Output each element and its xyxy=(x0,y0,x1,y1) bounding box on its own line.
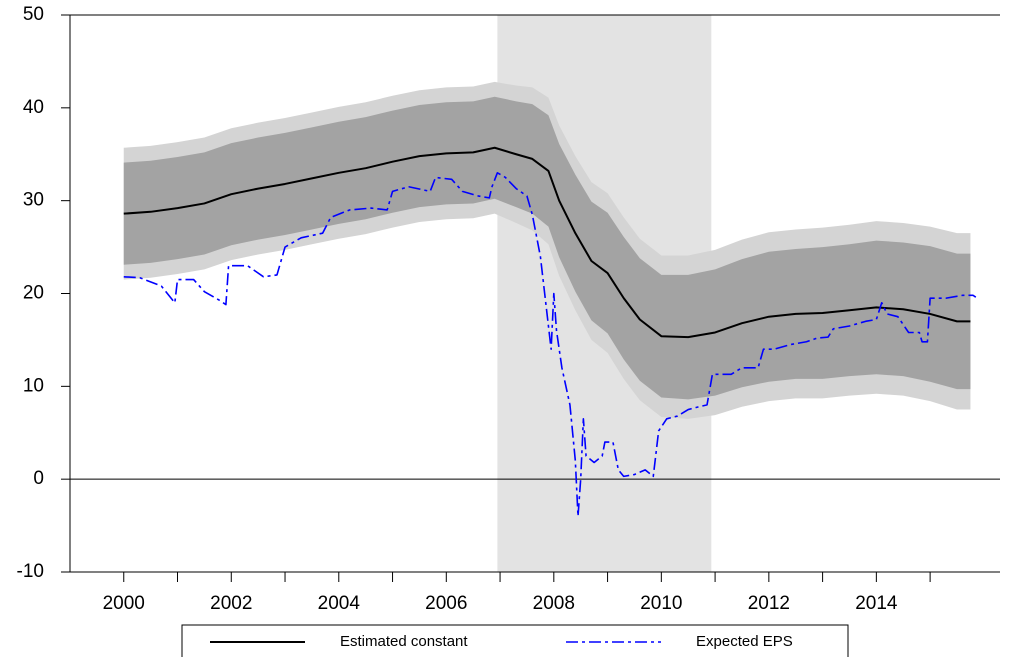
x-tick-label: 2012 xyxy=(748,593,790,614)
y-tick-label: 50 xyxy=(23,4,44,25)
series-line xyxy=(123,172,977,518)
x-tick-label: 2010 xyxy=(640,593,682,614)
legend: Estimated constant Expected EPS xyxy=(181,624,849,657)
x-tick-label: 2008 xyxy=(533,593,575,614)
y-tick-label: 40 xyxy=(23,97,44,118)
y-tick-label: 0 xyxy=(33,468,44,489)
confidence-band xyxy=(123,96,971,400)
x-tick-label: 2000 xyxy=(103,593,145,614)
y-tick-label: 10 xyxy=(23,375,44,396)
x-tick-label: 2014 xyxy=(855,593,898,614)
y-tick-label: 20 xyxy=(23,283,44,304)
y-tick-label: 30 xyxy=(23,190,44,211)
x-tick-label: 2004 xyxy=(318,593,361,614)
series-line xyxy=(123,146,971,339)
y-tick-label: -10 xyxy=(17,561,44,582)
legend-label: Expected EPS xyxy=(696,633,793,650)
legend-label: Estimated constant xyxy=(340,633,468,650)
legend-frame xyxy=(181,624,849,657)
x-tick-label: 2002 xyxy=(210,593,252,614)
x-tick-label: 2006 xyxy=(425,593,467,614)
